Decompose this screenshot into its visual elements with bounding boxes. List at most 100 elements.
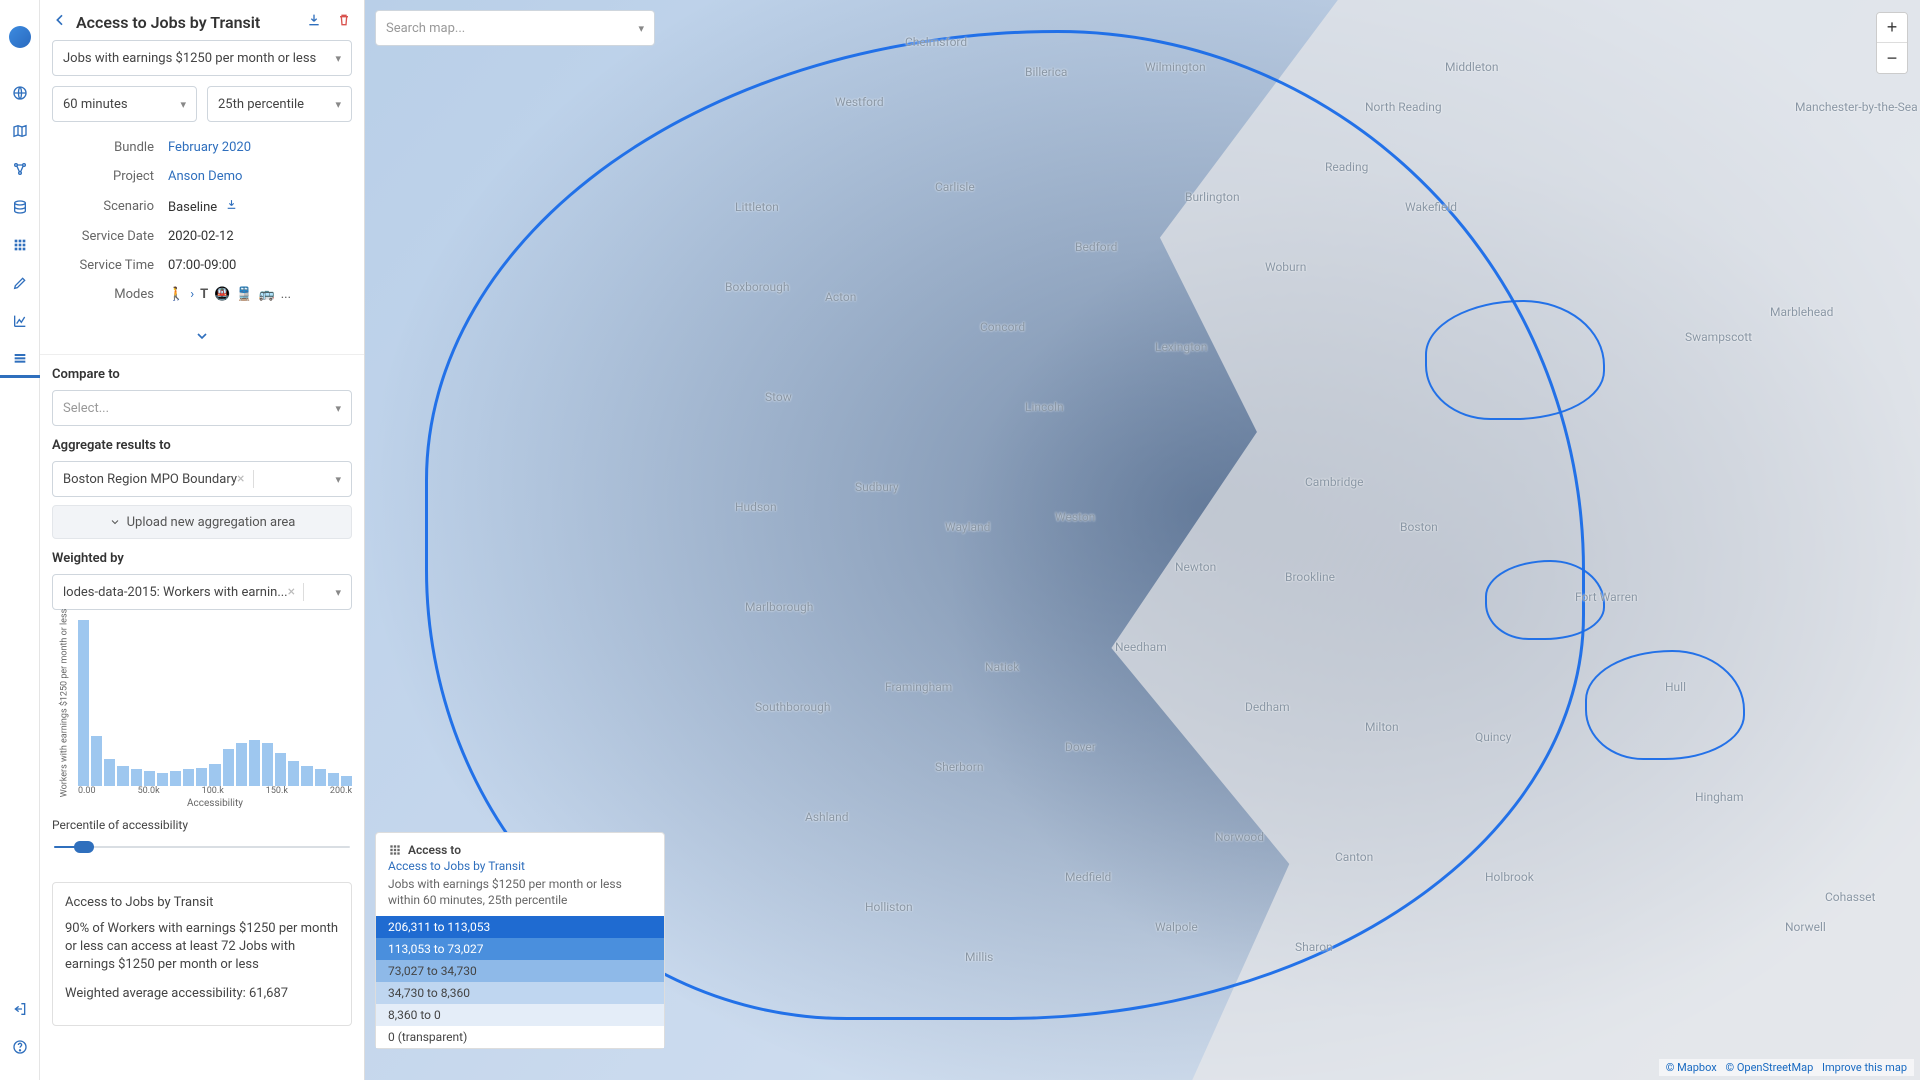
jobs-select-value: Jobs with earnings $1250 per month or le… [63, 51, 316, 66]
legend-row: 73,027 to 34,730 [376, 960, 664, 982]
mode-more: ... [281, 287, 291, 302]
histogram-bar [91, 736, 102, 786]
legend-title: Access to Jobs by Transit [376, 859, 664, 877]
aggregate-label: Aggregate results to [52, 438, 352, 453]
histogram-y-label: Workers with earnings $1250 per month or… [59, 609, 69, 798]
meta-value: 2020-02-12 [166, 223, 350, 250]
map-search: Search map... ▾ [375, 10, 655, 46]
histogram-x-tick: 150.k [266, 786, 288, 796]
histogram-bar [262, 743, 273, 786]
meta-link[interactable]: Anson Demo [168, 169, 242, 184]
percentile-slider[interactable] [54, 838, 350, 856]
histogram-bar [341, 776, 352, 786]
zoom-control: + − [1876, 12, 1908, 74]
zoom-out-button[interactable]: − [1877, 43, 1907, 73]
clear-icon[interactable]: × [288, 584, 295, 600]
nav-results-icon[interactable] [0, 340, 40, 378]
time-select-value: 60 minutes [63, 97, 128, 112]
delete-icon[interactable] [336, 12, 352, 32]
meta-value: 07:00-09:00 [166, 252, 350, 279]
nav-database-icon[interactable] [0, 188, 40, 226]
histogram-bar [170, 771, 181, 786]
compare-label: Compare to [52, 367, 352, 382]
compare-select[interactable]: Select... ▾ [52, 390, 352, 426]
tram-icon: T [200, 287, 208, 302]
map-boundary [1485, 560, 1605, 640]
attribution-osm[interactable]: © OpenStreetMap [1725, 1061, 1813, 1074]
weighted-select-value: lodes-data-2015: Workers with earnin... [63, 585, 288, 600]
map-search-input[interactable]: Search map... ▾ [375, 10, 655, 46]
histogram-x-tick: 200.k [330, 786, 352, 796]
legend-head: Access to [408, 843, 461, 857]
histogram-bar [104, 759, 115, 786]
histogram-bar [78, 620, 89, 786]
meta-value: Baseline [166, 192, 350, 221]
nav-grid-icon[interactable] [0, 226, 40, 264]
back-button[interactable] [52, 12, 68, 32]
histogram-bar [275, 753, 286, 786]
meta-value: Anson Demo [166, 163, 350, 190]
meta-key: Service Date [54, 223, 164, 250]
meta-key: Bundle [54, 134, 164, 161]
nav-edit-icon[interactable] [0, 264, 40, 302]
slider-handle[interactable] [74, 841, 94, 853]
chevron-down-icon: ▾ [335, 473, 341, 486]
meta-link[interactable]: February 2020 [168, 140, 251, 155]
percentile-select-value: 25th percentile [218, 97, 304, 112]
time-select[interactable]: 60 minutes ▾ [52, 86, 197, 122]
zoom-in-button[interactable]: + [1877, 13, 1907, 43]
side-panel: Access to Jobs by Transit Jobs with earn… [40, 0, 365, 1080]
weighted-select[interactable]: lodes-data-2015: Workers with earnin... … [52, 574, 352, 610]
percentile-select[interactable]: 25th percentile ▾ [207, 86, 352, 122]
panel-title: Access to Jobs by Transit [76, 13, 292, 32]
nav-logout-icon[interactable] [0, 990, 40, 1028]
histogram-bar [315, 769, 326, 786]
nav-map-icon[interactable] [0, 112, 40, 150]
legend-row: 206,311 to 113,053 [376, 916, 664, 938]
meta-key: Project [54, 163, 164, 190]
histogram-bars [78, 620, 352, 786]
chevron-down-icon: ▾ [335, 52, 341, 65]
histogram-bar [249, 740, 260, 786]
mode-icons: 🚶›T🚇🚆🚌... [168, 287, 291, 302]
histogram: Workers with earnings $1250 per month or… [52, 620, 352, 810]
histogram-x-label: Accessibility [78, 798, 352, 809]
summary-card: Access to Jobs by Transit 90% of Workers… [52, 882, 352, 1026]
nav-network-icon[interactable] [0, 150, 40, 188]
nav-chart-icon[interactable] [0, 302, 40, 340]
aggregate-select-value: Boston Region MPO Boundary [63, 472, 237, 487]
attribution-mapbox[interactable]: © Mapbox [1666, 1061, 1717, 1074]
expand-toggle[interactable] [40, 322, 364, 355]
histogram-x-tick: 0.00 [78, 786, 96, 796]
chevron-down-icon: ▾ [180, 98, 186, 111]
walk-icon: 🚶 [168, 287, 184, 302]
histogram-bar [328, 773, 339, 786]
attribution-improve[interactable]: Improve this map [1822, 1061, 1907, 1074]
meta-table: Bundle February 2020 Project Anson Demo Scen… [52, 132, 352, 310]
bus-icon: 🚌 [259, 287, 275, 302]
legend-desc: Jobs with earnings $1250 per month or le… [376, 877, 664, 916]
upload-aggregation-button[interactable]: Upload new aggregation area [52, 505, 352, 539]
download-icon[interactable] [306, 12, 322, 32]
nav-help-icon[interactable] [0, 1028, 40, 1066]
legend-row: 8,360 to 0 [376, 1004, 664, 1026]
meta-key: Service Time [54, 252, 164, 279]
download-icon[interactable] [225, 200, 238, 215]
chevron-down-icon: ▾ [335, 98, 341, 111]
histogram-bar [157, 773, 168, 786]
histogram-bar [288, 761, 299, 786]
map-canvas[interactable]: ChelmsfordBillericaWilmingtonWestfordCar… [365, 0, 1920, 1080]
clear-icon[interactable]: × [237, 471, 244, 487]
brand-logo [9, 26, 31, 48]
histogram-bar [209, 764, 220, 786]
jobs-select[interactable]: Jobs with earnings $1250 per month or le… [52, 40, 352, 76]
nav-regions-icon[interactable] [0, 74, 40, 112]
meta-key: Scenario [54, 192, 164, 221]
map-legend: Access to Access to Jobs by Transit Jobs… [375, 832, 665, 1049]
histogram-x-ticks: 0.0050.0k100.k150.k200.k [78, 786, 352, 796]
compare-select-placeholder: Select... [63, 401, 109, 416]
histogram-bar [236, 743, 247, 786]
aggregate-select[interactable]: Boston Region MPO Boundary × ▾ [52, 461, 352, 497]
weighted-label: Weighted by [52, 551, 352, 566]
meta-value: February 2020 [166, 134, 350, 161]
